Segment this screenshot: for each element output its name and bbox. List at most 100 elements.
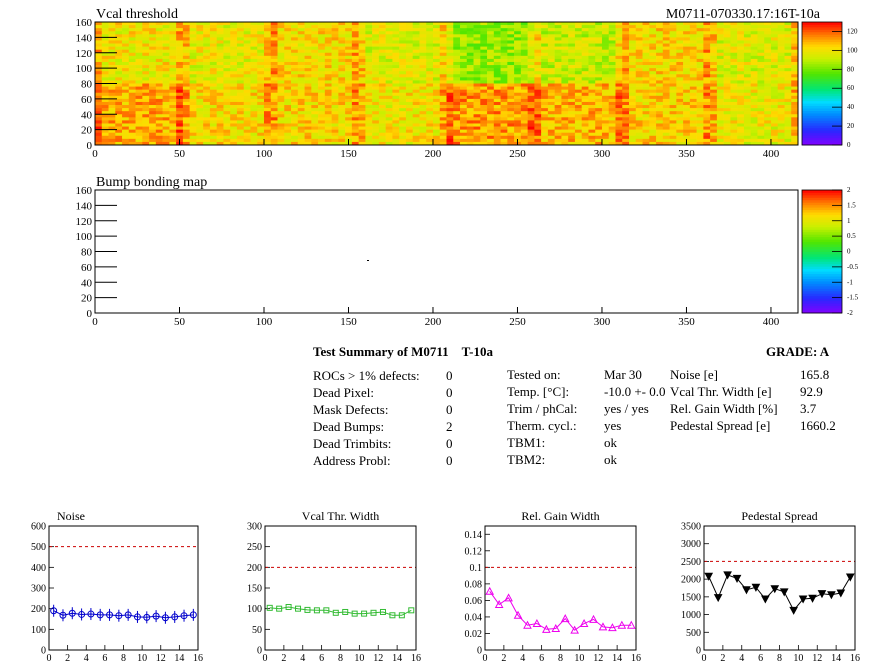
- heatmap-cell: [115, 40, 123, 44]
- heatmap-cell: [514, 46, 522, 50]
- heatmap-cell: [162, 132, 170, 137]
- heatmap-cell: [574, 80, 582, 84]
- heatmap-cell: [581, 74, 589, 78]
- heatmap-cell: [399, 89, 407, 94]
- heatmap-cell: [703, 141, 711, 146]
- y-tick-label: 500: [686, 628, 701, 639]
- heatmap-cell: [723, 80, 731, 84]
- heatmap-cell: [189, 95, 197, 100]
- heatmap-cell: [723, 101, 731, 106]
- heatmap-cell: [568, 132, 576, 137]
- heatmap-cell: [683, 37, 691, 41]
- heatmap-cell: [277, 95, 285, 100]
- heatmap-cell: [270, 37, 278, 41]
- heatmap-cell: [601, 120, 610, 124]
- heatmap-cell: [101, 108, 109, 112]
- heatmap-cell: [669, 40, 677, 44]
- heatmap-cell: [331, 55, 339, 60]
- palette-tick-label: 1: [847, 217, 851, 225]
- heatmap-cell: [426, 126, 434, 130]
- series-line: [269, 606, 412, 616]
- y-tick-label: 0.1: [470, 563, 483, 574]
- heatmap-cell: [629, 22, 637, 26]
- heatmap-cell: [176, 80, 184, 84]
- heatmap-cell: [656, 77, 664, 81]
- heatmap-cell: [581, 61, 589, 66]
- heatmap-cell: [189, 77, 197, 81]
- heatmap-cell: [608, 86, 616, 90]
- heatmap-cell: [770, 138, 779, 143]
- heatmap-cell: [331, 108, 339, 112]
- heatmap-cell: [649, 55, 657, 60]
- heatmap-cell: [95, 49, 103, 54]
- heatmap-cell: [399, 86, 407, 90]
- heatmap-cell: [263, 117, 272, 121]
- heatmap-cell: [209, 95, 217, 100]
- heatmap-cell: [257, 129, 265, 134]
- heatmap-cell: [257, 43, 265, 47]
- heatmap-cell: [331, 46, 339, 50]
- heatmap-cell: [595, 49, 603, 54]
- heatmap-cell: [257, 22, 265, 26]
- heatmap-cell: [135, 55, 143, 60]
- heatmap-cell: [460, 120, 468, 124]
- heatmap-cell: [662, 25, 670, 29]
- heatmap-cell: [196, 58, 204, 63]
- heatmap-cell: [561, 65, 569, 69]
- heatmap-cell: [601, 86, 610, 90]
- heatmap-cell: [568, 108, 576, 112]
- heatmap-cell: [101, 117, 109, 121]
- heatmap-cell: [493, 31, 501, 35]
- heatmap-cell: [142, 40, 150, 44]
- heatmap-cell: [216, 40, 224, 44]
- heatmap-cell: [358, 95, 366, 100]
- result-row: Rel. Gain Width [%] 3.7: [670, 401, 817, 416]
- heatmap-cell: [284, 37, 292, 41]
- heatmap-cell: [662, 111, 670, 115]
- heatmap-cell: [135, 111, 143, 115]
- heatmap-cell: [155, 43, 163, 47]
- heatmap-cell: [710, 83, 718, 87]
- heatmap-cell: [710, 77, 718, 81]
- heatmap-cell: [669, 141, 677, 146]
- heatmap-cell: [507, 111, 515, 115]
- heatmap-cell: [95, 101, 103, 106]
- heatmap-cell: [561, 83, 569, 87]
- heatmap-cell: [399, 65, 407, 69]
- heatmap-cell: [432, 55, 441, 60]
- heatmap-cell: [128, 49, 136, 54]
- heatmap-cell: [635, 68, 643, 72]
- heatmap-cell: [176, 89, 184, 94]
- heatmap-cell: [777, 58, 785, 63]
- heatmap-cell: [466, 55, 474, 60]
- heatmap-cell: [176, 114, 184, 118]
- heatmap-cell: [365, 101, 373, 106]
- heatmap-cell: [568, 117, 576, 121]
- heatmap-cell: [209, 65, 217, 69]
- heatmap-cell: [203, 40, 211, 44]
- results-list: Noise [e] 165.8 Vcal Thr. Width [e] 92.9 R…: [670, 366, 850, 434]
- heatmap-cell: [155, 52, 163, 57]
- heatmap-cell: [689, 52, 697, 57]
- heatmap-cell: [554, 37, 562, 41]
- heatmap-cell: [507, 138, 515, 143]
- heatmap-cell: [676, 52, 684, 57]
- heatmap-cell: [710, 114, 718, 118]
- heatmap-cell: [615, 61, 623, 66]
- heatmap-cell: [372, 108, 380, 112]
- heatmap-cell: [203, 46, 211, 50]
- heatmap-cell: [169, 65, 177, 69]
- heatmap-cell: [182, 68, 190, 72]
- heatmap-cell: [432, 92, 441, 97]
- heatmap-cell: [669, 135, 677, 140]
- palette-band: [802, 24, 842, 28]
- heatmap-cell: [703, 120, 711, 124]
- heatmap-cell: [520, 34, 528, 38]
- heatmap-cell: [568, 101, 576, 106]
- heatmap-cell: [378, 58, 386, 63]
- heatmap-cell: [439, 55, 447, 60]
- palette-band: [802, 278, 842, 282]
- palette-band: [802, 78, 842, 82]
- heatmap-cell: [757, 34, 765, 38]
- data-point: [285, 604, 292, 611]
